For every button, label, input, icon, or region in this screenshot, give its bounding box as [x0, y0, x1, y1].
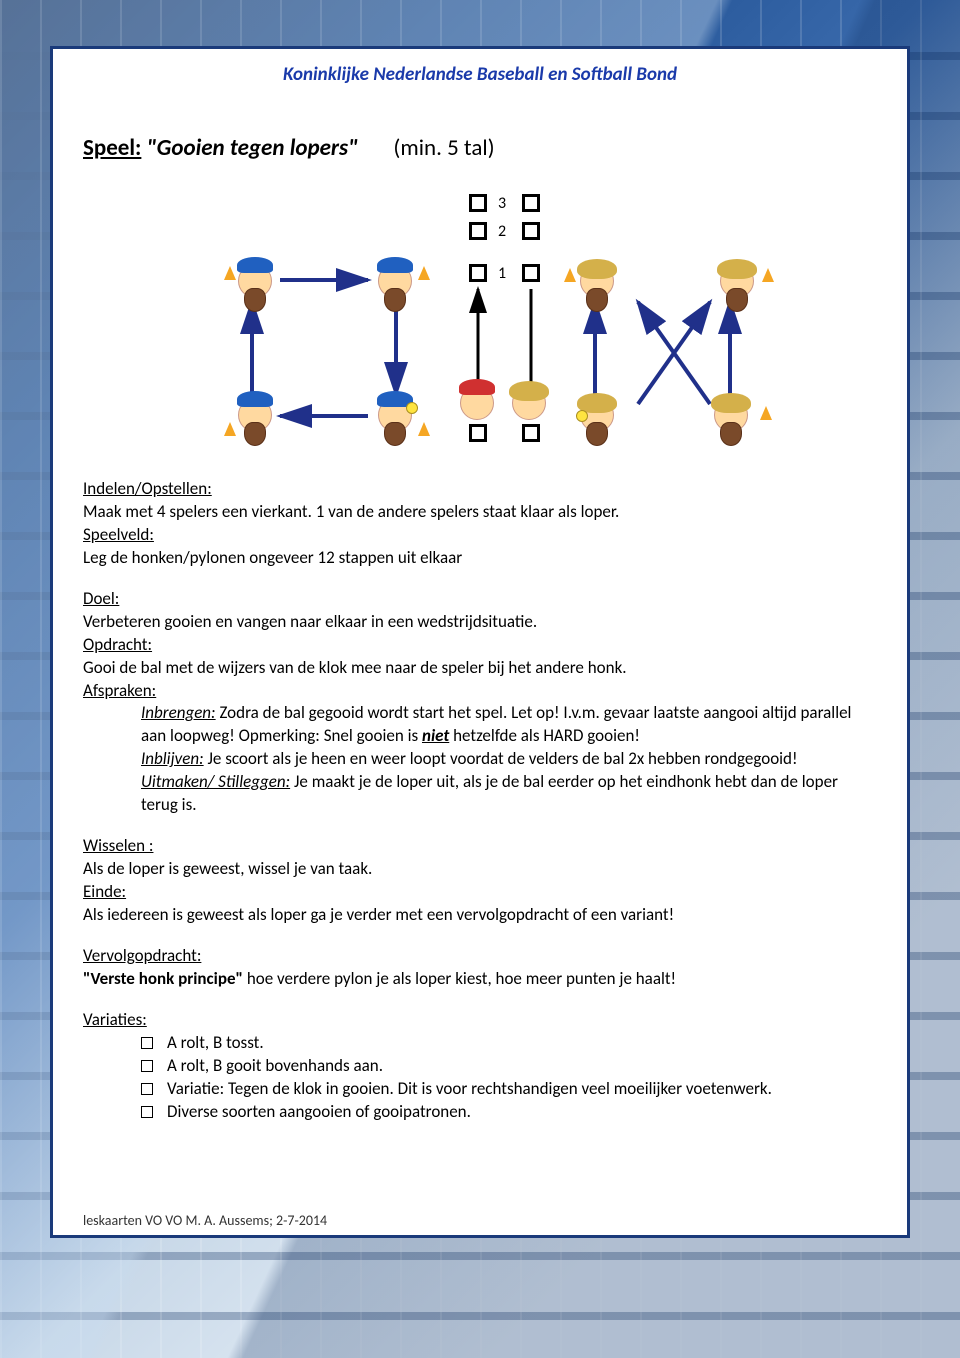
glove-icon [384, 288, 406, 312]
paragraph: Maak met 4 spelers een vierkant. 1 van d… [83, 501, 877, 524]
section-heading: Vervolgopdracht: [83, 945, 201, 966]
section-heading: Speelveld: [83, 524, 154, 545]
cone-icon [760, 406, 772, 420]
emphasis: "Verste honk principe" [83, 968, 243, 989]
list-item: A rolt, B tosst. [141, 1032, 877, 1055]
glove-icon [384, 422, 406, 446]
section-heading: Afspraken: [83, 680, 156, 701]
sub-heading: Uitmaken/ Stilleggen: [141, 771, 290, 792]
paragraph: Leg de honken/pylonen ongeveer 12 stappe… [83, 547, 877, 570]
section-heading: Indelen/Opstellen: [83, 478, 212, 499]
paragraph: Als de loper is geweest, wissel je van t… [83, 858, 877, 881]
title-name: "Gooien tegen lopers" [147, 134, 359, 162]
section-heading: Wisselen : [83, 835, 153, 856]
body-text: Indelen/Opstellen: Maak met 4 spelers ee… [83, 478, 877, 1123]
list-item: Diverse soorten aangooien of gooipatrone… [141, 1101, 877, 1124]
page-container: Koninklijke Nederlandse Baseball en Soft… [50, 46, 910, 1238]
glove-icon [586, 422, 608, 446]
section-heading: Variaties: [83, 1009, 147, 1030]
paragraph: Gooi de bal met de wijzers van de klok m… [83, 657, 877, 680]
diagram: 3 2 1 [140, 194, 820, 454]
section-heading: Doel: [83, 588, 119, 609]
glove-icon [726, 288, 748, 312]
text: hoe verdere pylon je als loper kiest, ho… [243, 968, 676, 989]
list-item: Variatie: Tegen de klok in gooien. Dit i… [141, 1078, 877, 1101]
cone-icon [762, 268, 774, 282]
cone-icon [418, 422, 430, 436]
title-label: Speel: [83, 134, 141, 162]
ball-icon [406, 402, 418, 414]
text: Je scoort als je heen en weer loopt voor… [204, 748, 798, 769]
paragraph: Verbeteren gooien en vangen naar elkaar … [83, 611, 877, 634]
sub-heading: Inbrengen: [141, 702, 216, 723]
cone-icon [418, 266, 430, 280]
glove-icon [244, 422, 266, 446]
text: hetzelfde als HARD gooien! [449, 725, 640, 746]
ball-icon [576, 410, 588, 422]
title-meta: (min. 5 tal) [393, 134, 494, 162]
footer-text: leskaarten VO VO M. A. Aussems; 2-7-2014 [83, 1212, 327, 1229]
org-header: Koninklijke Nederlandse Baseball en Soft… [83, 63, 877, 86]
player-red-icon [460, 386, 494, 420]
afspraken-block: Inbrengen: Zodra de bal gegooid wordt st… [83, 702, 877, 817]
cone-icon [224, 266, 236, 280]
sub-heading: Inblijven: [141, 748, 204, 769]
section-heading: Einde: [83, 881, 126, 902]
variations-list: A rolt, B tosst. A rolt, B gooit bovenha… [83, 1032, 877, 1124]
glove-icon [244, 288, 266, 312]
title-row: Speel: "Gooien tegen lopers" (min. 5 tal… [83, 134, 877, 162]
section-heading: Opdracht: [83, 634, 152, 655]
cone-icon [564, 268, 576, 282]
emphasis: niet [422, 725, 449, 746]
paragraph: Als iedereen is geweest als loper ga je … [83, 904, 877, 927]
glove-icon [720, 422, 742, 446]
list-item: A rolt, B gooit bovenhands aan. [141, 1055, 877, 1078]
cone-icon [224, 422, 236, 436]
glove-icon [586, 288, 608, 312]
player-girl-icon [512, 386, 546, 420]
